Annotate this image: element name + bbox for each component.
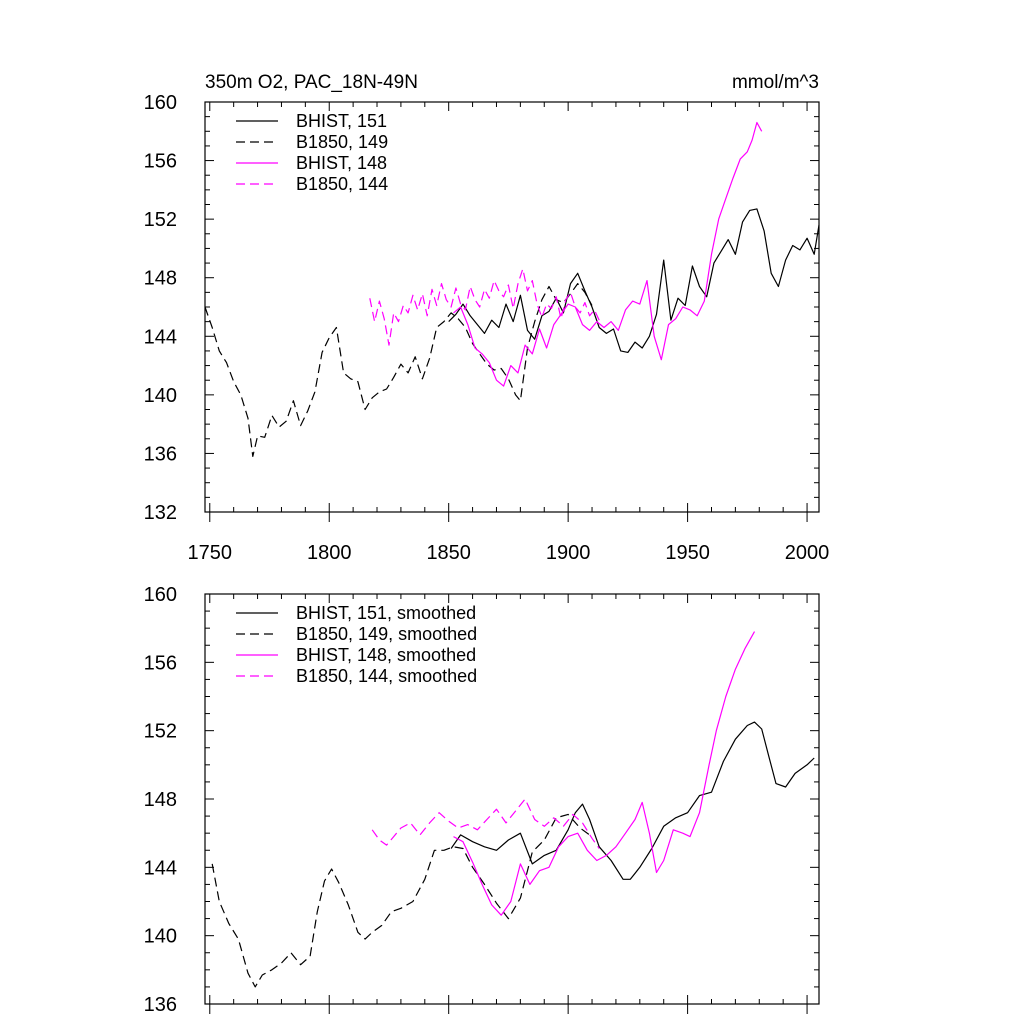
top-chart-title: 350m O2, PAC_18N-49N [205,72,418,93]
legend-label: B1850, 149 [296,132,388,152]
x-tick-label: 1900 [546,542,591,564]
top-panel: 350m O2, PAC_18N-49N mmol/m^3 1321361401… [144,72,830,564]
top-axis-ticks: 132 136 140 144 148 152 156 160 1750 1800 1850 1900… [144,92,830,564]
y-tick-label: 160 [144,584,177,606]
bottom-panel: 136 140 144 148 152 156 160 BHIST, 151, smooth… [144,584,820,1016]
x-tick-label: 2000 [785,542,830,564]
top-series-lines [204,121,820,457]
y-tick-label: 156 [144,652,177,674]
y-tick-label: 132 [144,502,177,524]
legend-label: BHIST, 151, smoothed [296,603,476,623]
series-line-3 [371,798,600,849]
x-tick-label: 1850 [426,542,471,564]
y-tick-label: 148 [144,268,177,290]
y-tick-label: 148 [144,789,177,811]
x-tick-label: 1750 [188,542,233,564]
legend-label: B1850, 144, smoothed [296,666,477,686]
y-tick-label: 136 [144,994,177,1016]
series-line-1 [211,813,593,988]
series-line-0 [448,208,820,353]
series-line-3 [369,268,600,346]
bottom-series-lines [211,631,815,988]
y-tick-label: 136 [144,443,177,465]
series-line-1 [204,283,593,457]
legend-label: BHIST, 151 [296,111,387,131]
top-chart-units: mmol/m^3 [732,72,819,93]
y-tick-label: 144 [144,857,177,879]
y-tick-label: 144 [144,326,177,348]
series-line-2 [453,631,756,916]
x-tick-label: 1950 [665,542,710,564]
series-line-2 [453,121,763,387]
legend-label: BHIST, 148 [296,153,387,173]
y-tick-label: 156 [144,151,177,173]
y-tick-label: 140 [144,385,177,407]
y-tick-label: 160 [144,92,177,114]
y-tick-label: 152 [144,209,177,231]
series-line-0 [450,721,815,880]
legend-label: B1850, 149, smoothed [296,624,477,644]
legend-label: BHIST, 148, smoothed [296,645,476,665]
x-tick-label: 1800 [307,542,352,564]
legend-label: B1850, 144 [296,174,388,194]
bottom-axis-ticks: 136 140 144 148 152 156 160 [144,584,819,1016]
y-tick-label: 140 [144,926,177,948]
y-tick-label: 152 [144,721,177,743]
